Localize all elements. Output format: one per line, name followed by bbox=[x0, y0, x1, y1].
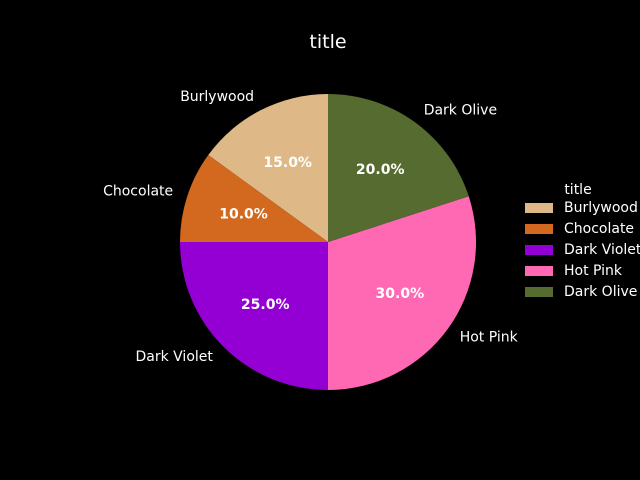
percent-label-chocolate: 10.0% bbox=[219, 207, 268, 223]
percent-label-dark-olive: 20.0% bbox=[356, 162, 405, 178]
category-label-hot-pink: Hot Pink bbox=[460, 330, 519, 346]
legend-swatch-dark-violet bbox=[525, 245, 553, 255]
category-label-chocolate: Chocolate bbox=[103, 184, 173, 200]
legend-swatch-dark-olive bbox=[525, 287, 553, 297]
legend: title Burlywood Chocolate Dark Violet Hot P… bbox=[525, 182, 640, 300]
slice-hot-pink bbox=[328, 196, 477, 390]
legend-label-burlywood: Burlywood bbox=[564, 200, 638, 216]
legend-label-chocolate: Chocolate bbox=[564, 221, 634, 237]
percent-labels: 15.0% 10.0% 25.0% 30.0% 20.0% bbox=[219, 155, 424, 313]
percent-label-dark-violet: 25.0% bbox=[241, 297, 290, 313]
slice-dark-olive bbox=[328, 94, 469, 242]
category-labels: Burlywood Chocolate Dark Violet Hot Pink Dar… bbox=[103, 89, 519, 365]
category-label-burlywood: Burlywood bbox=[180, 89, 254, 105]
chart-title: title bbox=[309, 31, 346, 53]
legend-label-hot-pink: Hot Pink bbox=[564, 263, 623, 279]
slice-chocolate bbox=[180, 155, 328, 242]
legend-title: title bbox=[564, 182, 591, 198]
legend-label-dark-violet: Dark Violet bbox=[564, 242, 640, 258]
percent-label-hot-pink: 30.0% bbox=[376, 286, 425, 302]
category-label-dark-olive: Dark Olive bbox=[424, 102, 497, 118]
category-label-dark-violet: Dark Violet bbox=[135, 349, 213, 365]
pie-slices bbox=[180, 94, 477, 390]
legend-swatch-chocolate bbox=[525, 224, 553, 234]
percent-label-burlywood: 15.0% bbox=[263, 155, 312, 171]
legend-items: Burlywood Chocolate Dark Violet Hot Pink Dar… bbox=[525, 200, 640, 300]
legend-swatch-burlywood bbox=[525, 203, 553, 213]
slice-burlywood bbox=[208, 94, 328, 242]
slice-dark-violet bbox=[180, 242, 328, 390]
legend-label-dark-olive: Dark Olive bbox=[564, 284, 637, 300]
legend-swatch-hot-pink bbox=[525, 266, 553, 276]
